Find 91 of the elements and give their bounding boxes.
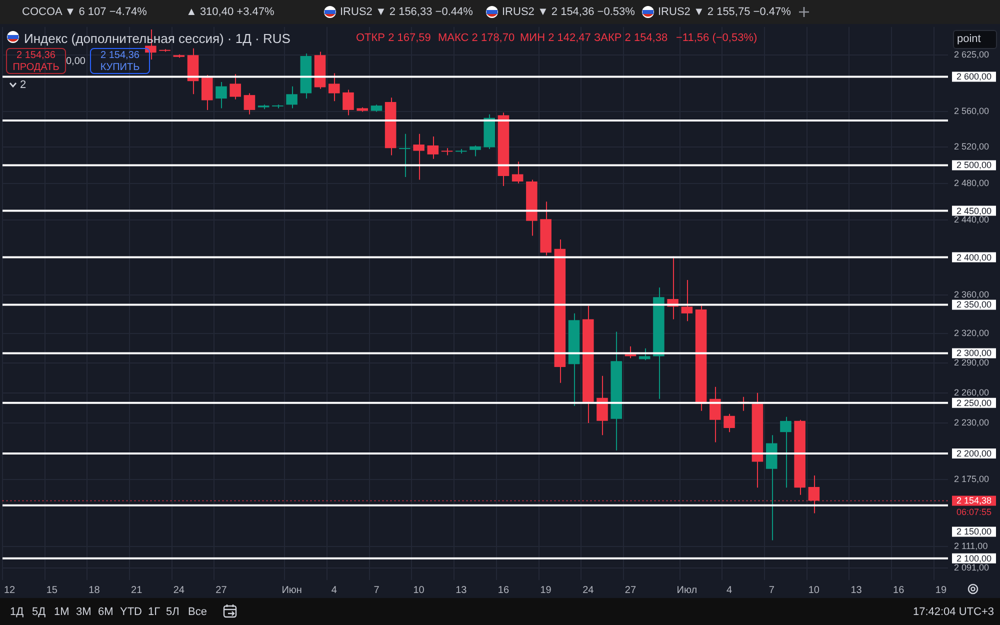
x-tick-label: 13 xyxy=(850,584,862,596)
x-tick-label: 7 xyxy=(374,584,380,596)
x-tick-label: 7 xyxy=(768,584,775,596)
annotation: ОТКР 2 167,59 xyxy=(356,32,431,45)
annotation: 2 154,36 КУПИТЬ xyxy=(90,48,150,74)
ref-line-label: 2 400,00 xyxy=(956,252,992,262)
ref-line-label: 2 200,00 xyxy=(956,448,992,458)
x-tick-label: 4 xyxy=(331,584,338,596)
annotation: МАКС 2 178,70 xyxy=(438,32,515,45)
y-tick-label: 2 625,00 xyxy=(954,50,990,60)
annotation: 0,00 xyxy=(66,55,86,68)
candlestick xyxy=(638,348,650,361)
x-tick-label: 4 xyxy=(726,584,732,596)
ref-line-label: 2 350,00 xyxy=(956,300,992,310)
text: YTD xyxy=(120,606,142,619)
text: 1М xyxy=(54,606,70,619)
candlestick xyxy=(328,72,340,102)
x-tick-label: 19 xyxy=(540,584,552,596)
x-tick-label: 16 xyxy=(893,584,905,596)
candlestick xyxy=(427,136,439,160)
x-tick-label: 16 xyxy=(498,584,510,596)
text: 5Д xyxy=(32,606,46,619)
ref-line-label: 2 450,00 xyxy=(956,206,992,216)
text: 1Д xyxy=(10,606,24,619)
ref-line-label: 2 154,38 xyxy=(956,496,992,506)
candlestick xyxy=(230,74,241,100)
x-tick-label: 13 xyxy=(456,584,468,596)
y-tick-label: 2 560,00 xyxy=(954,106,990,116)
y-tick-label: 2 320,00 xyxy=(954,328,990,338)
ref-line-label: 2 100,00 xyxy=(956,553,992,564)
y-tick-label: 2 260,00 xyxy=(954,387,990,398)
x-tick-label: 10 xyxy=(413,584,425,596)
candlestick xyxy=(681,279,693,322)
y-tick-label: 2 440,00 xyxy=(954,214,990,224)
candlestick xyxy=(596,375,608,436)
ref-line-label: 2 600,00 xyxy=(956,72,992,82)
candlestick xyxy=(710,386,721,443)
x-tick-label: 27 xyxy=(216,584,228,596)
ref-line-label: 2 250,00 xyxy=(956,398,992,408)
text: IRUS2 ▼ 2 154,36 −0.53% xyxy=(502,6,635,19)
candlestick xyxy=(244,92,256,115)
ref-line-label: 2 150,00 xyxy=(956,526,992,537)
candlestick xyxy=(399,133,410,178)
text: ▲ 310,40 +3.47% xyxy=(186,6,274,19)
x-tick-label: 18 xyxy=(88,584,100,596)
x-tick-label: 21 xyxy=(131,584,143,596)
text: 06:07:55 xyxy=(955,506,993,518)
y-tick-label: 2 520,00 xyxy=(954,142,990,152)
text: 1Г xyxy=(148,606,160,619)
annotation: ЗАКР 2 154,38 xyxy=(594,32,668,45)
annotation: 2 xyxy=(20,79,26,92)
text: Все xyxy=(188,606,207,619)
x-tick-label: Июл xyxy=(676,584,698,596)
text: IRUS2 ▼ 2 155,75 −0.47% xyxy=(658,6,791,19)
x-tick-label: 15 xyxy=(46,584,58,596)
candlestick xyxy=(724,413,735,433)
candlestick xyxy=(441,148,453,156)
annotation: −11,56 (−0,53%) xyxy=(676,32,758,45)
candlestick xyxy=(470,144,481,157)
candlestick xyxy=(780,416,792,488)
candlestick xyxy=(413,133,424,180)
candlestick xyxy=(342,89,354,116)
x-tick-label: 12 xyxy=(4,584,16,596)
text: 3М xyxy=(76,606,92,619)
x-tick-label: 24 xyxy=(173,584,185,596)
text: COCOA ▼ 6 107 −4.74% xyxy=(22,6,147,19)
annotation: МИН 2 142,47 xyxy=(520,32,591,45)
y-tick-label: 2 175,00 xyxy=(954,474,990,484)
ref-line-label: 2 500,00 xyxy=(956,160,992,170)
x-tick-label: 10 xyxy=(808,584,820,596)
x-tick-label: Июн xyxy=(282,584,302,596)
candlestick xyxy=(201,74,213,110)
candlestick xyxy=(512,161,524,184)
y-tick-label: 2 230,00 xyxy=(954,417,990,428)
text: point xyxy=(953,30,997,49)
text: 5Л xyxy=(166,606,180,619)
y-tick-label: 2 111,00 xyxy=(954,541,988,552)
annotation: 2 154,36 ПРОДАТЬ xyxy=(6,48,66,74)
ref-line-label: 2 300,00 xyxy=(956,348,992,358)
text: 6М xyxy=(98,606,114,619)
x-tick-label: 19 xyxy=(935,584,947,596)
y-tick-label: 2 480,00 xyxy=(954,178,990,188)
x-tick-label: 24 xyxy=(582,584,594,596)
candlestick xyxy=(286,86,298,109)
text: IRUS2 ▼ 2 156,33 −0.44% xyxy=(340,6,473,19)
x-tick-label: 27 xyxy=(624,584,636,596)
y-tick-label: 2 091,00 xyxy=(954,562,990,573)
text: 17:42:04 UTC+3 xyxy=(912,606,994,619)
candlestick xyxy=(216,81,227,109)
y-tick-label: 2 360,00 xyxy=(954,290,990,300)
y-tick-label: 2 290,00 xyxy=(954,358,990,368)
